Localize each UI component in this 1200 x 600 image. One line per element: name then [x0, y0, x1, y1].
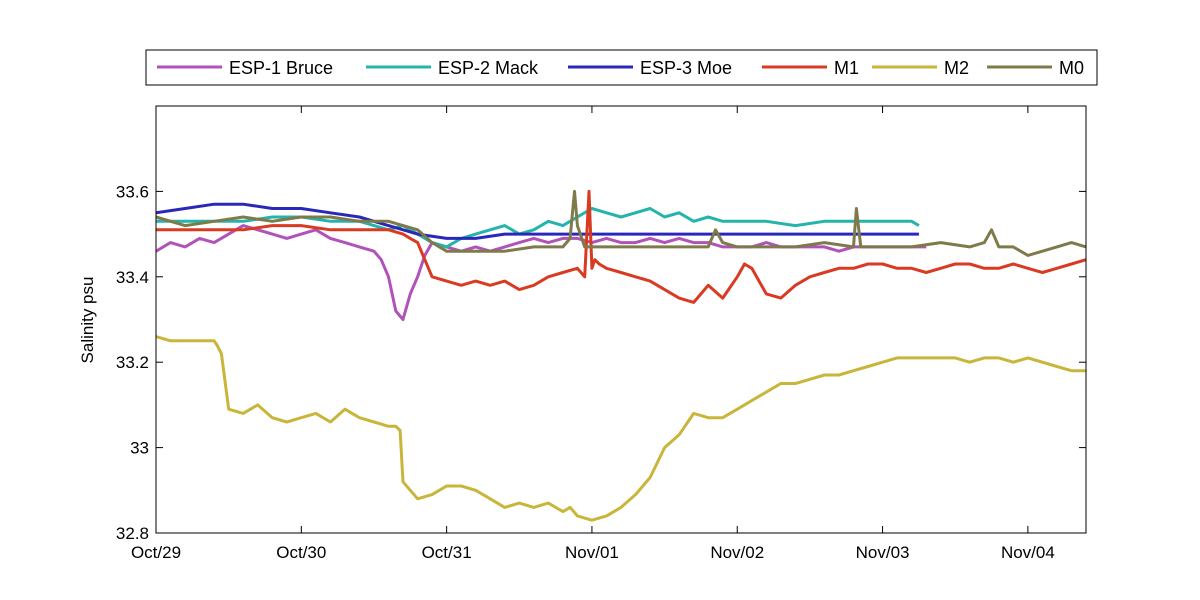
- legend-label: ESP-1 Bruce: [229, 58, 333, 78]
- chart-legend: ESP-1 Bruce ESP-2 Mack ESP-3 Moe M1 M2 M0: [145, 49, 1098, 86]
- series-line-m0: [156, 189, 1086, 257]
- series-line-esp-3-moe: [156, 202, 919, 240]
- legend-label: M1: [834, 58, 859, 78]
- legend-label: M0: [1059, 58, 1084, 78]
- plot-area: Oct/29 Oct/30 Oct/31 Nov/01 Nov/02 Nov/03 Nov/…: [116, 105, 1087, 562]
- series-lines: [156, 189, 1086, 522]
- x-tick-label: Nov/04: [1001, 543, 1055, 562]
- series-line-m2: [156, 335, 1086, 522]
- x-tick-label: Nov/02: [710, 543, 764, 562]
- legend-label: M2: [944, 58, 969, 78]
- y-axis-label: Salinity psu: [78, 277, 97, 364]
- y-tick-label: 33.4: [116, 268, 149, 287]
- y-tick-label: 33: [130, 439, 149, 458]
- series-line-m1: [156, 189, 1086, 304]
- legend-label: ESP-2 Mack: [438, 58, 539, 78]
- y-tick-label: 33.6: [116, 182, 149, 201]
- x-axis-ticks: Oct/29 Oct/30 Oct/31 Nov/01 Nov/02 Nov/03 Nov/…: [131, 106, 1055, 562]
- plot-frame: [155, 105, 1087, 534]
- x-tick-label: Oct/29: [131, 543, 181, 562]
- y-tick-label: 32.8: [116, 524, 149, 543]
- x-tick-label: Oct/30: [276, 543, 326, 562]
- x-tick-label: Oct/31: [422, 543, 472, 562]
- x-tick-label: Nov/01: [565, 543, 619, 562]
- y-tick-label: 33.2: [116, 353, 149, 372]
- x-tick-label: Nov/03: [856, 543, 910, 562]
- y-axis-ticks: 32.8 33 33.2 33.4 33.6: [116, 182, 1086, 543]
- legend-label: ESP-3 Moe: [640, 58, 732, 78]
